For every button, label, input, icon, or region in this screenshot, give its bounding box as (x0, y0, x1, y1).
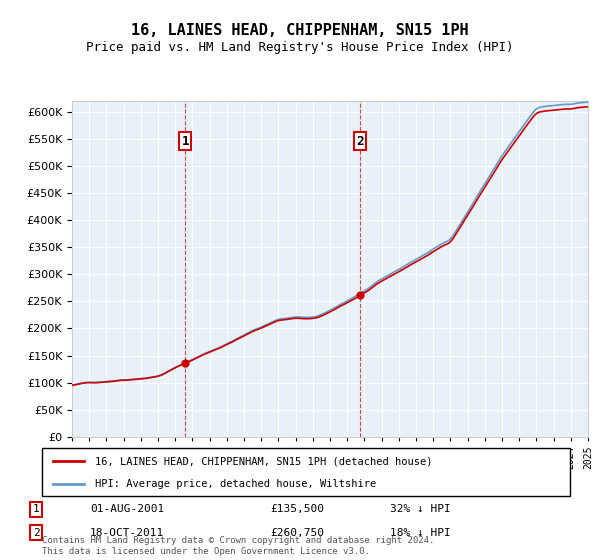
Text: 2: 2 (356, 134, 364, 148)
Text: 18-OCT-2011: 18-OCT-2011 (90, 528, 164, 538)
Text: 16, LAINES HEAD, CHIPPENHAM, SN15 1PH (detached house): 16, LAINES HEAD, CHIPPENHAM, SN15 1PH (d… (95, 456, 432, 466)
Text: Price paid vs. HM Land Registry's House Price Index (HPI): Price paid vs. HM Land Registry's House … (86, 41, 514, 54)
Text: 18% ↓ HPI: 18% ↓ HPI (390, 528, 451, 538)
Text: 1: 1 (181, 134, 189, 148)
Text: £260,750: £260,750 (270, 528, 324, 538)
Text: 1: 1 (32, 505, 40, 515)
Text: 16, LAINES HEAD, CHIPPENHAM, SN15 1PH: 16, LAINES HEAD, CHIPPENHAM, SN15 1PH (131, 24, 469, 38)
Text: £135,500: £135,500 (270, 505, 324, 515)
Text: 32% ↓ HPI: 32% ↓ HPI (390, 505, 451, 515)
Text: HPI: Average price, detached house, Wiltshire: HPI: Average price, detached house, Wilt… (95, 479, 376, 489)
FancyBboxPatch shape (42, 448, 570, 496)
Text: 2: 2 (32, 528, 40, 538)
Text: 01-AUG-2001: 01-AUG-2001 (90, 505, 164, 515)
Text: Contains HM Land Registry data © Crown copyright and database right 2024.
This d: Contains HM Land Registry data © Crown c… (42, 536, 434, 556)
